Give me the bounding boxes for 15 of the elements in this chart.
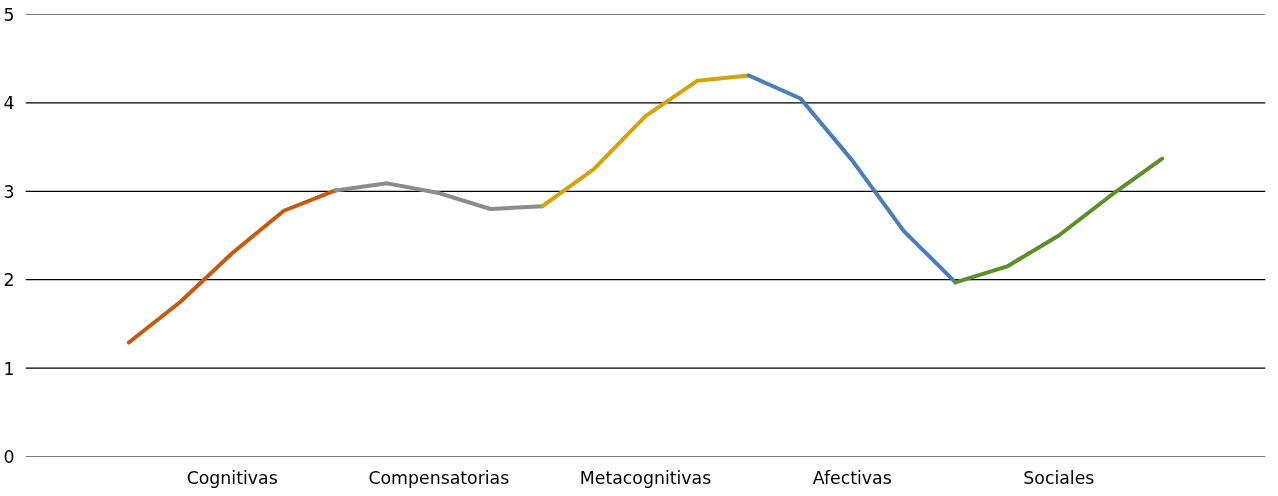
line-series — [746, 73, 958, 285]
line-series — [953, 156, 1165, 285]
y-tick-label: 4 — [3, 93, 15, 114]
y-tick-label: 0 — [3, 447, 15, 467]
line-series — [126, 188, 338, 345]
y-tick-label: 1 — [3, 358, 15, 379]
x-tick-label: Compensatorias — [368, 467, 510, 488]
y-tick-label: 5 — [3, 5, 15, 25]
x-tick-label: Metacognitivas — [579, 467, 712, 488]
x-tick-label: Sociales — [1023, 467, 1095, 488]
x-tick-label: Afectivas — [812, 467, 892, 488]
x-tick-label: Cognitivas — [186, 467, 278, 488]
y-tick-label: 3 — [3, 181, 15, 202]
line-series — [540, 73, 751, 209]
y-tick-label: 2 — [3, 270, 15, 291]
